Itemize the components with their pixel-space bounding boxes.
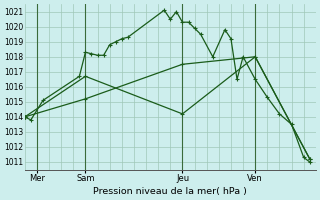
X-axis label: Pression niveau de la mer( hPa ): Pression niveau de la mer( hPa )	[93, 187, 247, 196]
